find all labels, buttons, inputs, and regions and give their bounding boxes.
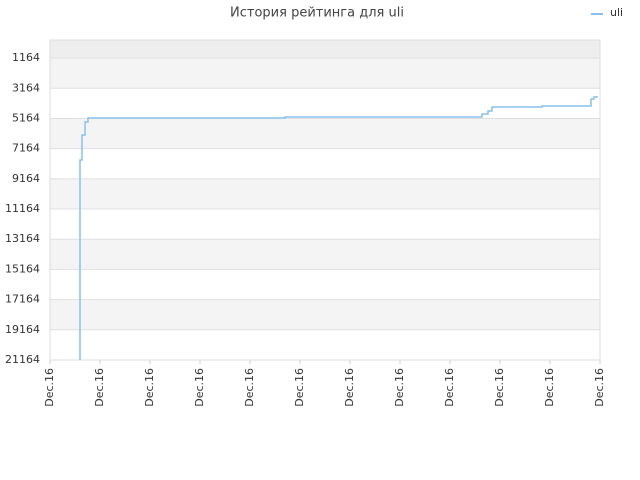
grid-band <box>50 209 600 240</box>
x-tick-label: Dec.16 <box>93 368 106 407</box>
grid-band <box>50 88 600 119</box>
x-tick-label: Dec.16 <box>593 368 606 407</box>
x-tick-label: Dec.16 <box>543 368 556 407</box>
line-series <box>79 96 598 360</box>
grid-band <box>50 178 600 210</box>
legend-label: uli <box>610 6 623 19</box>
x-tick-label: Dec.16 <box>443 368 456 407</box>
grid-band <box>50 329 600 360</box>
x-tick-label: Dec.16 <box>493 368 506 407</box>
y-tick-label: 1164 <box>12 51 40 64</box>
x-tick-label: Dec.16 <box>243 368 256 407</box>
chart-title: История рейтинга для uli <box>230 6 404 21</box>
x-tick-label: Dec.16 <box>343 368 356 407</box>
y-tick-label: 7164 <box>12 142 40 155</box>
x-tick-label: Dec.16 <box>143 368 156 407</box>
grid-band <box>50 40 600 59</box>
y-tick-label: 3164 <box>12 81 40 94</box>
x-tick-label: Dec.16 <box>393 368 406 407</box>
grid-band <box>50 148 600 179</box>
grid-band <box>50 239 600 270</box>
y-tick-label: 17164 <box>5 293 40 306</box>
grid-band <box>50 118 600 149</box>
grid-band <box>50 58 600 89</box>
y-tick-label: 9164 <box>12 172 40 185</box>
y-tick-label: 11164 <box>5 202 40 215</box>
x-tick-label: Dec.16 <box>43 368 56 407</box>
grid-band <box>50 299 600 330</box>
y-tick-label: 5164 <box>12 111 40 124</box>
grid-band <box>50 269 600 300</box>
y-tick-label: 15164 <box>5 262 40 275</box>
y-tick-label: 13164 <box>5 232 40 245</box>
x-tick-label: Dec.16 <box>193 368 206 407</box>
y-tick-label: 19164 <box>5 323 40 336</box>
x-tick-label: Dec.16 <box>293 368 306 407</box>
y-tick-label: 21164 <box>5 353 40 366</box>
plot-border <box>49 39 601 361</box>
